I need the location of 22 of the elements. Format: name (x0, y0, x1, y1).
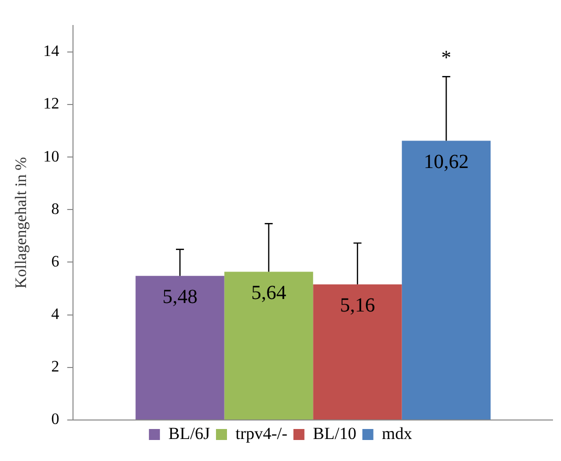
data-label: 5,48 (162, 286, 198, 308)
data-label: 5,64 (251, 282, 286, 304)
y-tick-label: 14 (43, 43, 60, 60)
bar (224, 272, 314, 420)
legend-label: mdx (382, 424, 413, 443)
bar (313, 284, 402, 420)
y-tick-label: 12 (43, 96, 60, 113)
bar (136, 276, 224, 420)
y-tick-label: 6 (51, 253, 60, 270)
y-tick-label: 0 (51, 411, 60, 428)
y-axis-title: Kollagengehalt in % (12, 157, 30, 289)
annotation: * (441, 46, 452, 69)
data-label: 10,62 (424, 151, 469, 174)
legend-label: BL/10 (312, 424, 356, 443)
legend-label: BL/6J (168, 424, 210, 443)
y-tick-label: 8 (51, 200, 60, 218)
legend-label: trpv4-/- (235, 424, 288, 443)
y-tick-label: 10 (43, 148, 60, 166)
bar (402, 140, 491, 420)
data-label: 5,16 (340, 294, 375, 317)
y-tick-label: 4 (51, 306, 60, 324)
y-tick-label: 2 (51, 358, 60, 376)
